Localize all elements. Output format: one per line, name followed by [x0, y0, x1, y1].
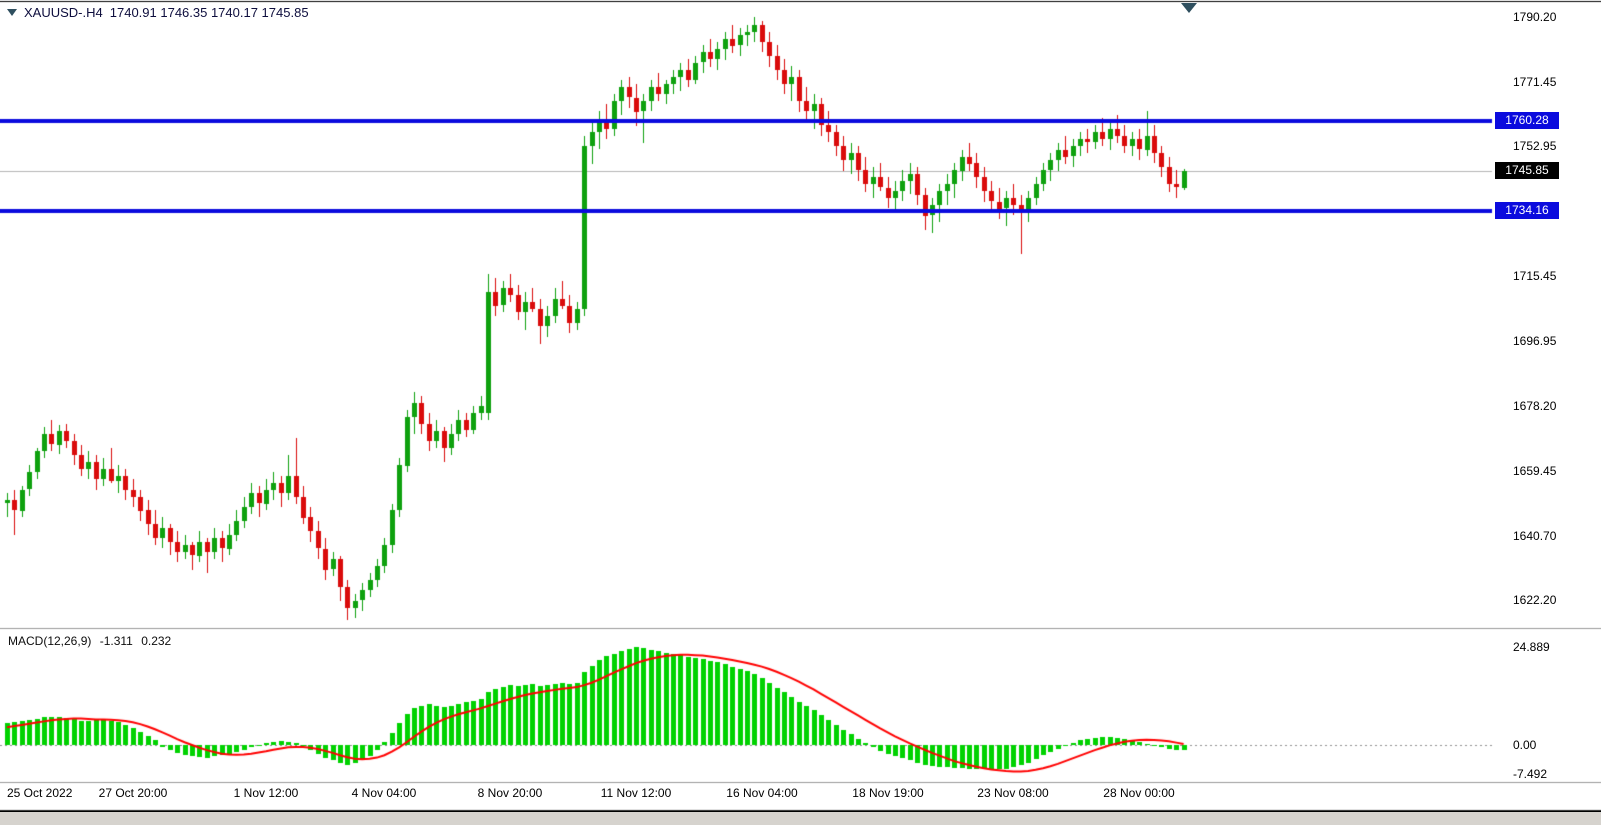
symbol-timeframe-label: XAUUSD-.H4: [24, 5, 103, 20]
price-tick-label: 1659.45: [1513, 464, 1557, 478]
time-axis-label: 1 Nov 12:00: [233, 786, 299, 800]
macd-signal-value: 0.232: [141, 634, 172, 648]
macd-name: MACD(12,26,9): [8, 634, 92, 648]
price-axis[interactable]: 1790.20 1771.45 1752.95 1715.45 1696.95 1678.…: [1493, 0, 1601, 811]
time-axis-label: 16 Nov 04:00: [726, 786, 798, 800]
price-tick-label: 1771.45: [1513, 75, 1557, 89]
time-axis-label: 25 Oct 2022: [7, 786, 73, 800]
macd-tick-label: -7.492: [1513, 767, 1548, 781]
macd-indicator-label: MACD(12,26,9) -1.311 0.232: [8, 634, 176, 648]
macd-tick-label: 24.889: [1513, 640, 1550, 654]
hline-price-tag: 1734.16: [1495, 202, 1559, 219]
current-price-tag: 1745.85: [1495, 162, 1559, 179]
time-axis[interactable]: 25 Oct 2022 27 Oct 20:00 1 Nov 12:00 4 Nov …: [0, 783, 1492, 810]
price-tick-label: 1715.45: [1513, 269, 1557, 283]
ohlc-values: 1740.91 1746.35 1740.17 1745.85: [109, 5, 309, 20]
time-axis-label: 27 Oct 20:00: [98, 786, 168, 800]
price-tick-label: 1678.20: [1513, 399, 1557, 413]
symbol-dropdown-icon[interactable]: [7, 9, 17, 16]
time-axis-label: 4 Nov 04:00: [351, 786, 417, 800]
chart-header: XAUUSD-.H4 1740.91 1746.35 1740.17 1745.…: [7, 5, 309, 20]
bottom-scrollbar[interactable]: [0, 811, 1601, 825]
price-tick-label: 1790.20: [1513, 10, 1557, 24]
price-tick-label: 1622.20: [1513, 593, 1557, 607]
time-axis-label: 18 Nov 19:00: [852, 786, 924, 800]
hline-price-tag: 1760.28: [1495, 112, 1559, 129]
macd-main-value: -1.311: [99, 634, 133, 648]
price-tick-label: 1696.95: [1513, 334, 1557, 348]
macd-tick-label: 0.00: [1513, 738, 1537, 752]
time-axis-label: 28 Nov 00:00: [1103, 786, 1175, 800]
time-axis-label: 8 Nov 20:00: [477, 786, 543, 800]
time-axis-label: 23 Nov 08:00: [977, 786, 1049, 800]
price-tick-label: 1752.95: [1513, 139, 1557, 153]
chart-shift-marker-icon[interactable]: [1181, 3, 1197, 13]
time-axis-label: 11 Nov 12:00: [600, 786, 672, 800]
price-tick-label: 1640.70: [1513, 529, 1557, 543]
